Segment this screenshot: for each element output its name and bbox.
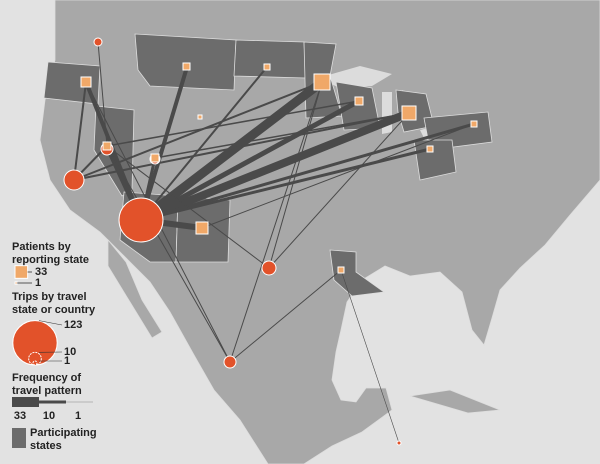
route: [139, 122, 476, 222]
legend-value: 1: [35, 277, 41, 289]
legend-value: 10: [43, 410, 55, 422]
route: [229, 269, 342, 363]
markers: [63, 37, 478, 446]
trip-circle: [63, 169, 85, 191]
legend-square: [14, 265, 29, 279]
legend-square: [14, 281, 18, 285]
routes: [73, 41, 476, 444]
patient-square: [182, 62, 191, 71]
legend-leader: [38, 320, 63, 326]
legend-title: states: [30, 440, 62, 452]
trip-circle: [93, 37, 103, 47]
legend-value: 1: [64, 355, 70, 367]
patient-square: [426, 145, 434, 153]
route: [201, 123, 475, 229]
patient-square: [263, 63, 271, 71]
legend-value: 33: [14, 410, 26, 422]
route: [106, 100, 360, 147]
trip-circle: [118, 197, 164, 243]
legend-swatch: [12, 428, 26, 448]
route: [268, 81, 323, 269]
legend-title: Participating: [30, 427, 97, 439]
north-dakota: [233, 39, 307, 79]
route: [140, 66, 268, 221]
route: [73, 81, 323, 181]
cuba: [409, 389, 501, 414]
patient-square: [401, 105, 417, 121]
route: [73, 112, 410, 181]
trip-circle: [223, 355, 237, 369]
oregon: [43, 61, 101, 105]
trip-circle: [396, 440, 402, 446]
route: [138, 98, 362, 223]
patient-square: [197, 114, 203, 120]
patient-square: [102, 141, 112, 151]
trip-circle: [261, 260, 277, 276]
route: [137, 109, 413, 224]
legend-value: 1: [75, 410, 81, 422]
route: [229, 81, 323, 363]
route: [268, 112, 410, 269]
baja: [107, 238, 163, 339]
legend-title: reporting state: [12, 254, 89, 266]
route: [97, 41, 108, 147]
legend-title: Trips by travel: [12, 291, 87, 303]
patient-square: [313, 73, 331, 91]
route: [136, 77, 327, 225]
patient-square: [150, 153, 160, 163]
legend-value: 10: [64, 346, 76, 358]
patient-square: [470, 120, 478, 128]
legend-value: 123: [64, 319, 82, 331]
patient-square: [337, 266, 345, 274]
lake-michigan: [382, 92, 392, 134]
legend-title: travel pattern: [12, 385, 82, 397]
legend-value: 33: [35, 266, 47, 278]
montana: [134, 33, 237, 91]
route: [73, 81, 87, 181]
route: [106, 145, 231, 363]
route: [154, 112, 410, 159]
legend-title: Frequency of: [12, 372, 81, 384]
legend-title: Patients by: [12, 241, 72, 253]
route: [340, 269, 400, 444]
patient-square: [80, 76, 92, 88]
legend-title: state or country: [12, 304, 96, 316]
patient-square: [354, 96, 364, 106]
route: [106, 145, 270, 269]
legend-circle: [32, 360, 38, 366]
patient-square: [195, 221, 209, 235]
louisiana: [329, 249, 386, 297]
